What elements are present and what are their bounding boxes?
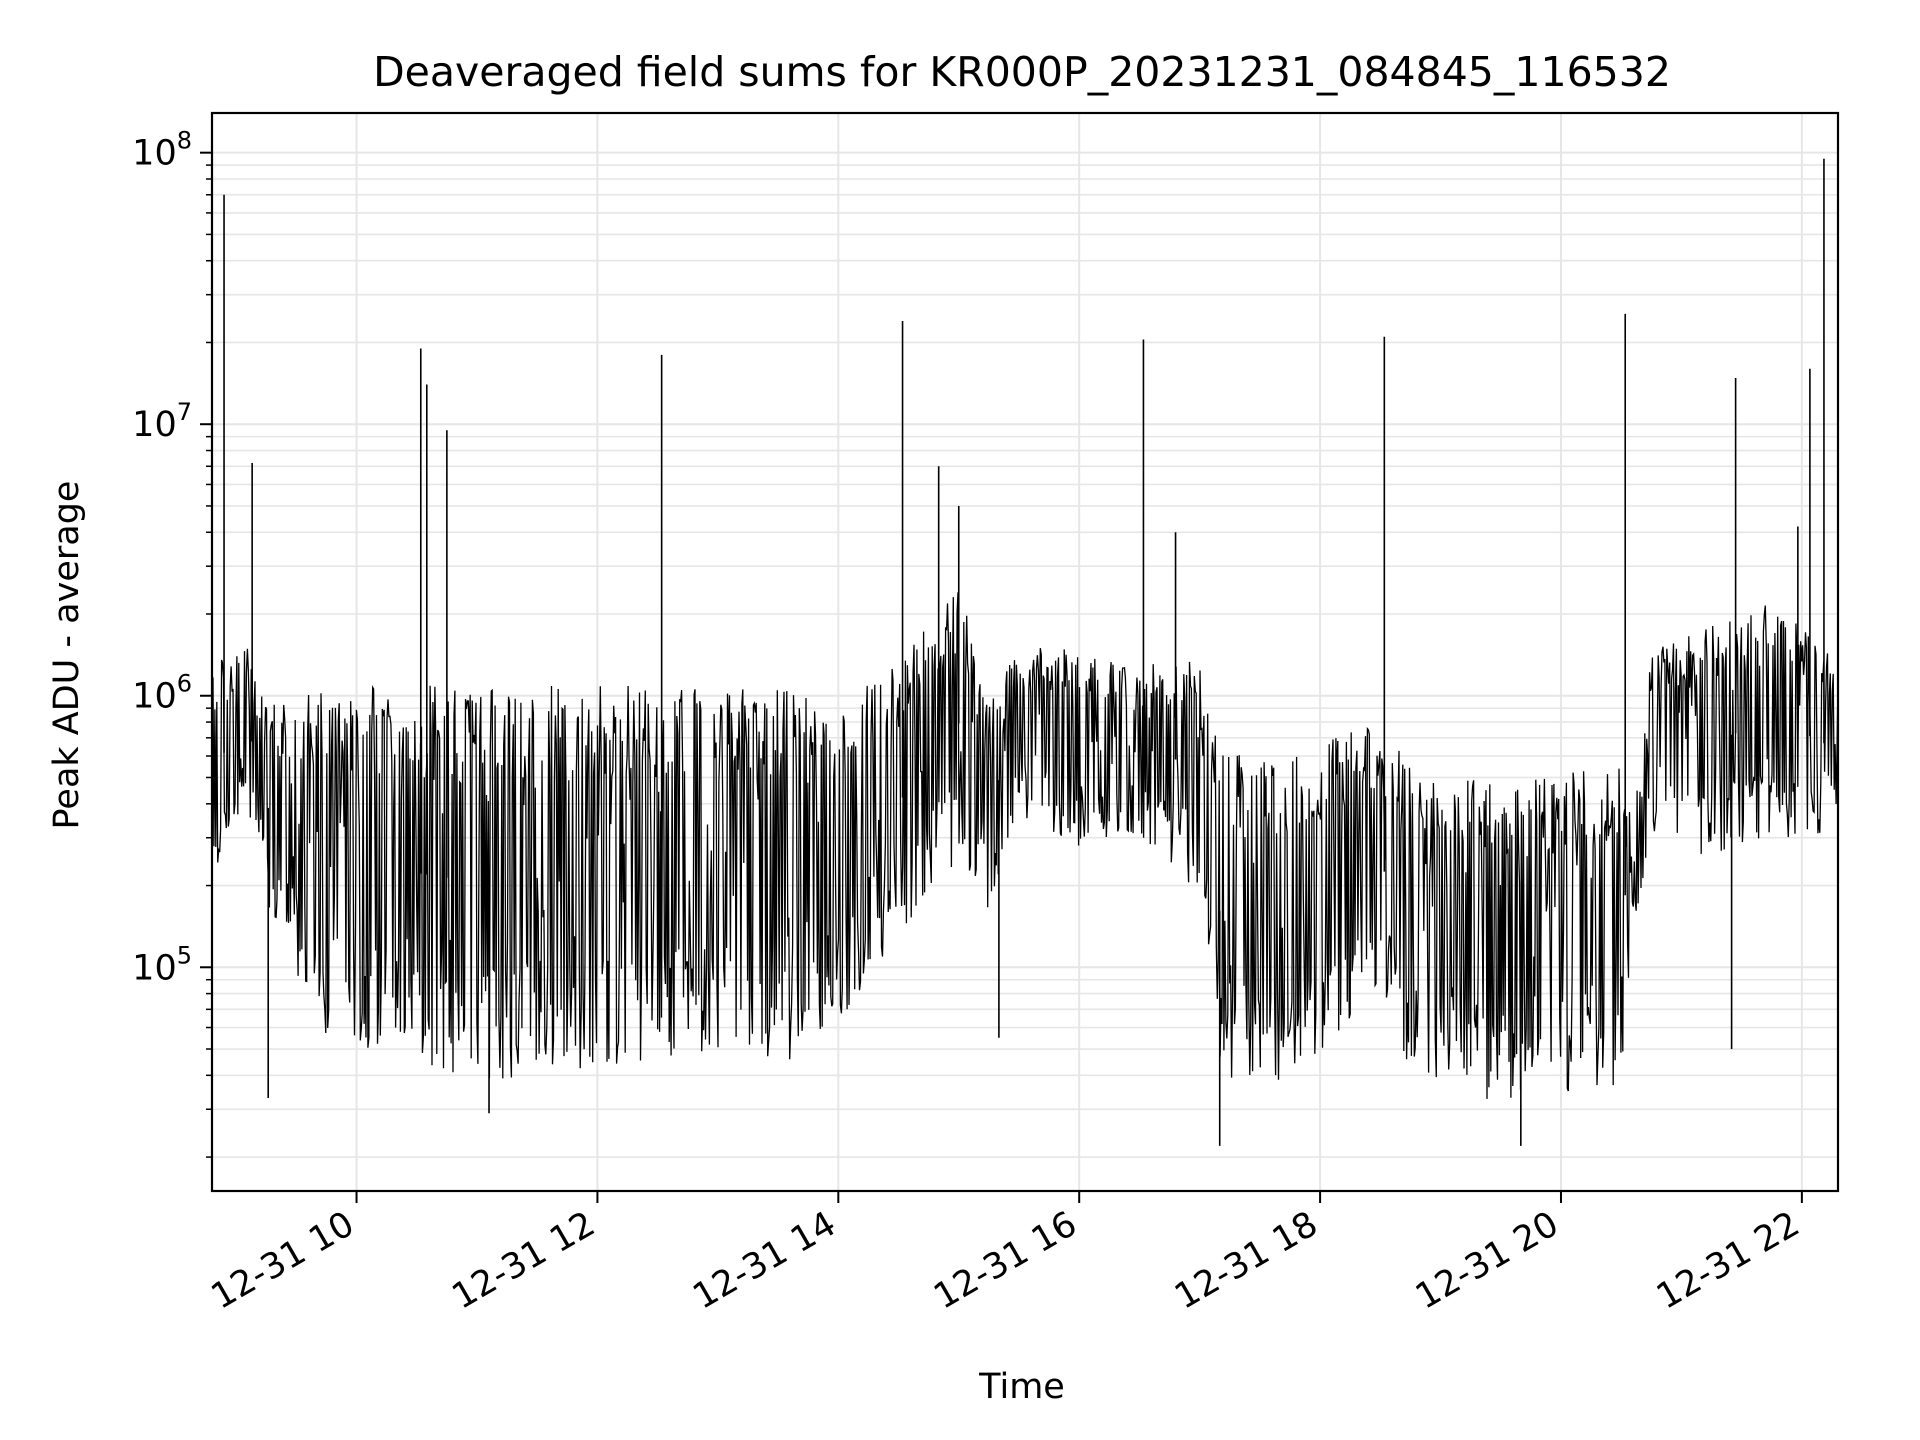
chart-title: Deaveraged field sums for KR000P_2023123… (373, 48, 1671, 96)
series-line (211, 592, 1839, 1099)
y-axis-label: Peak ADU - average (47, 481, 87, 830)
y-tick-label: 106 (132, 670, 192, 717)
y-tick-label: 105 (132, 941, 192, 988)
y-tick-label: 108 (132, 127, 192, 174)
plot-area (211, 158, 1839, 1146)
y-axis: 105 106 107 108 (132, 127, 212, 1158)
x-axis-label: Time (978, 1367, 1065, 1407)
plot-frame (210, 111, 1840, 1193)
y-tick-label: 107 (132, 398, 192, 445)
